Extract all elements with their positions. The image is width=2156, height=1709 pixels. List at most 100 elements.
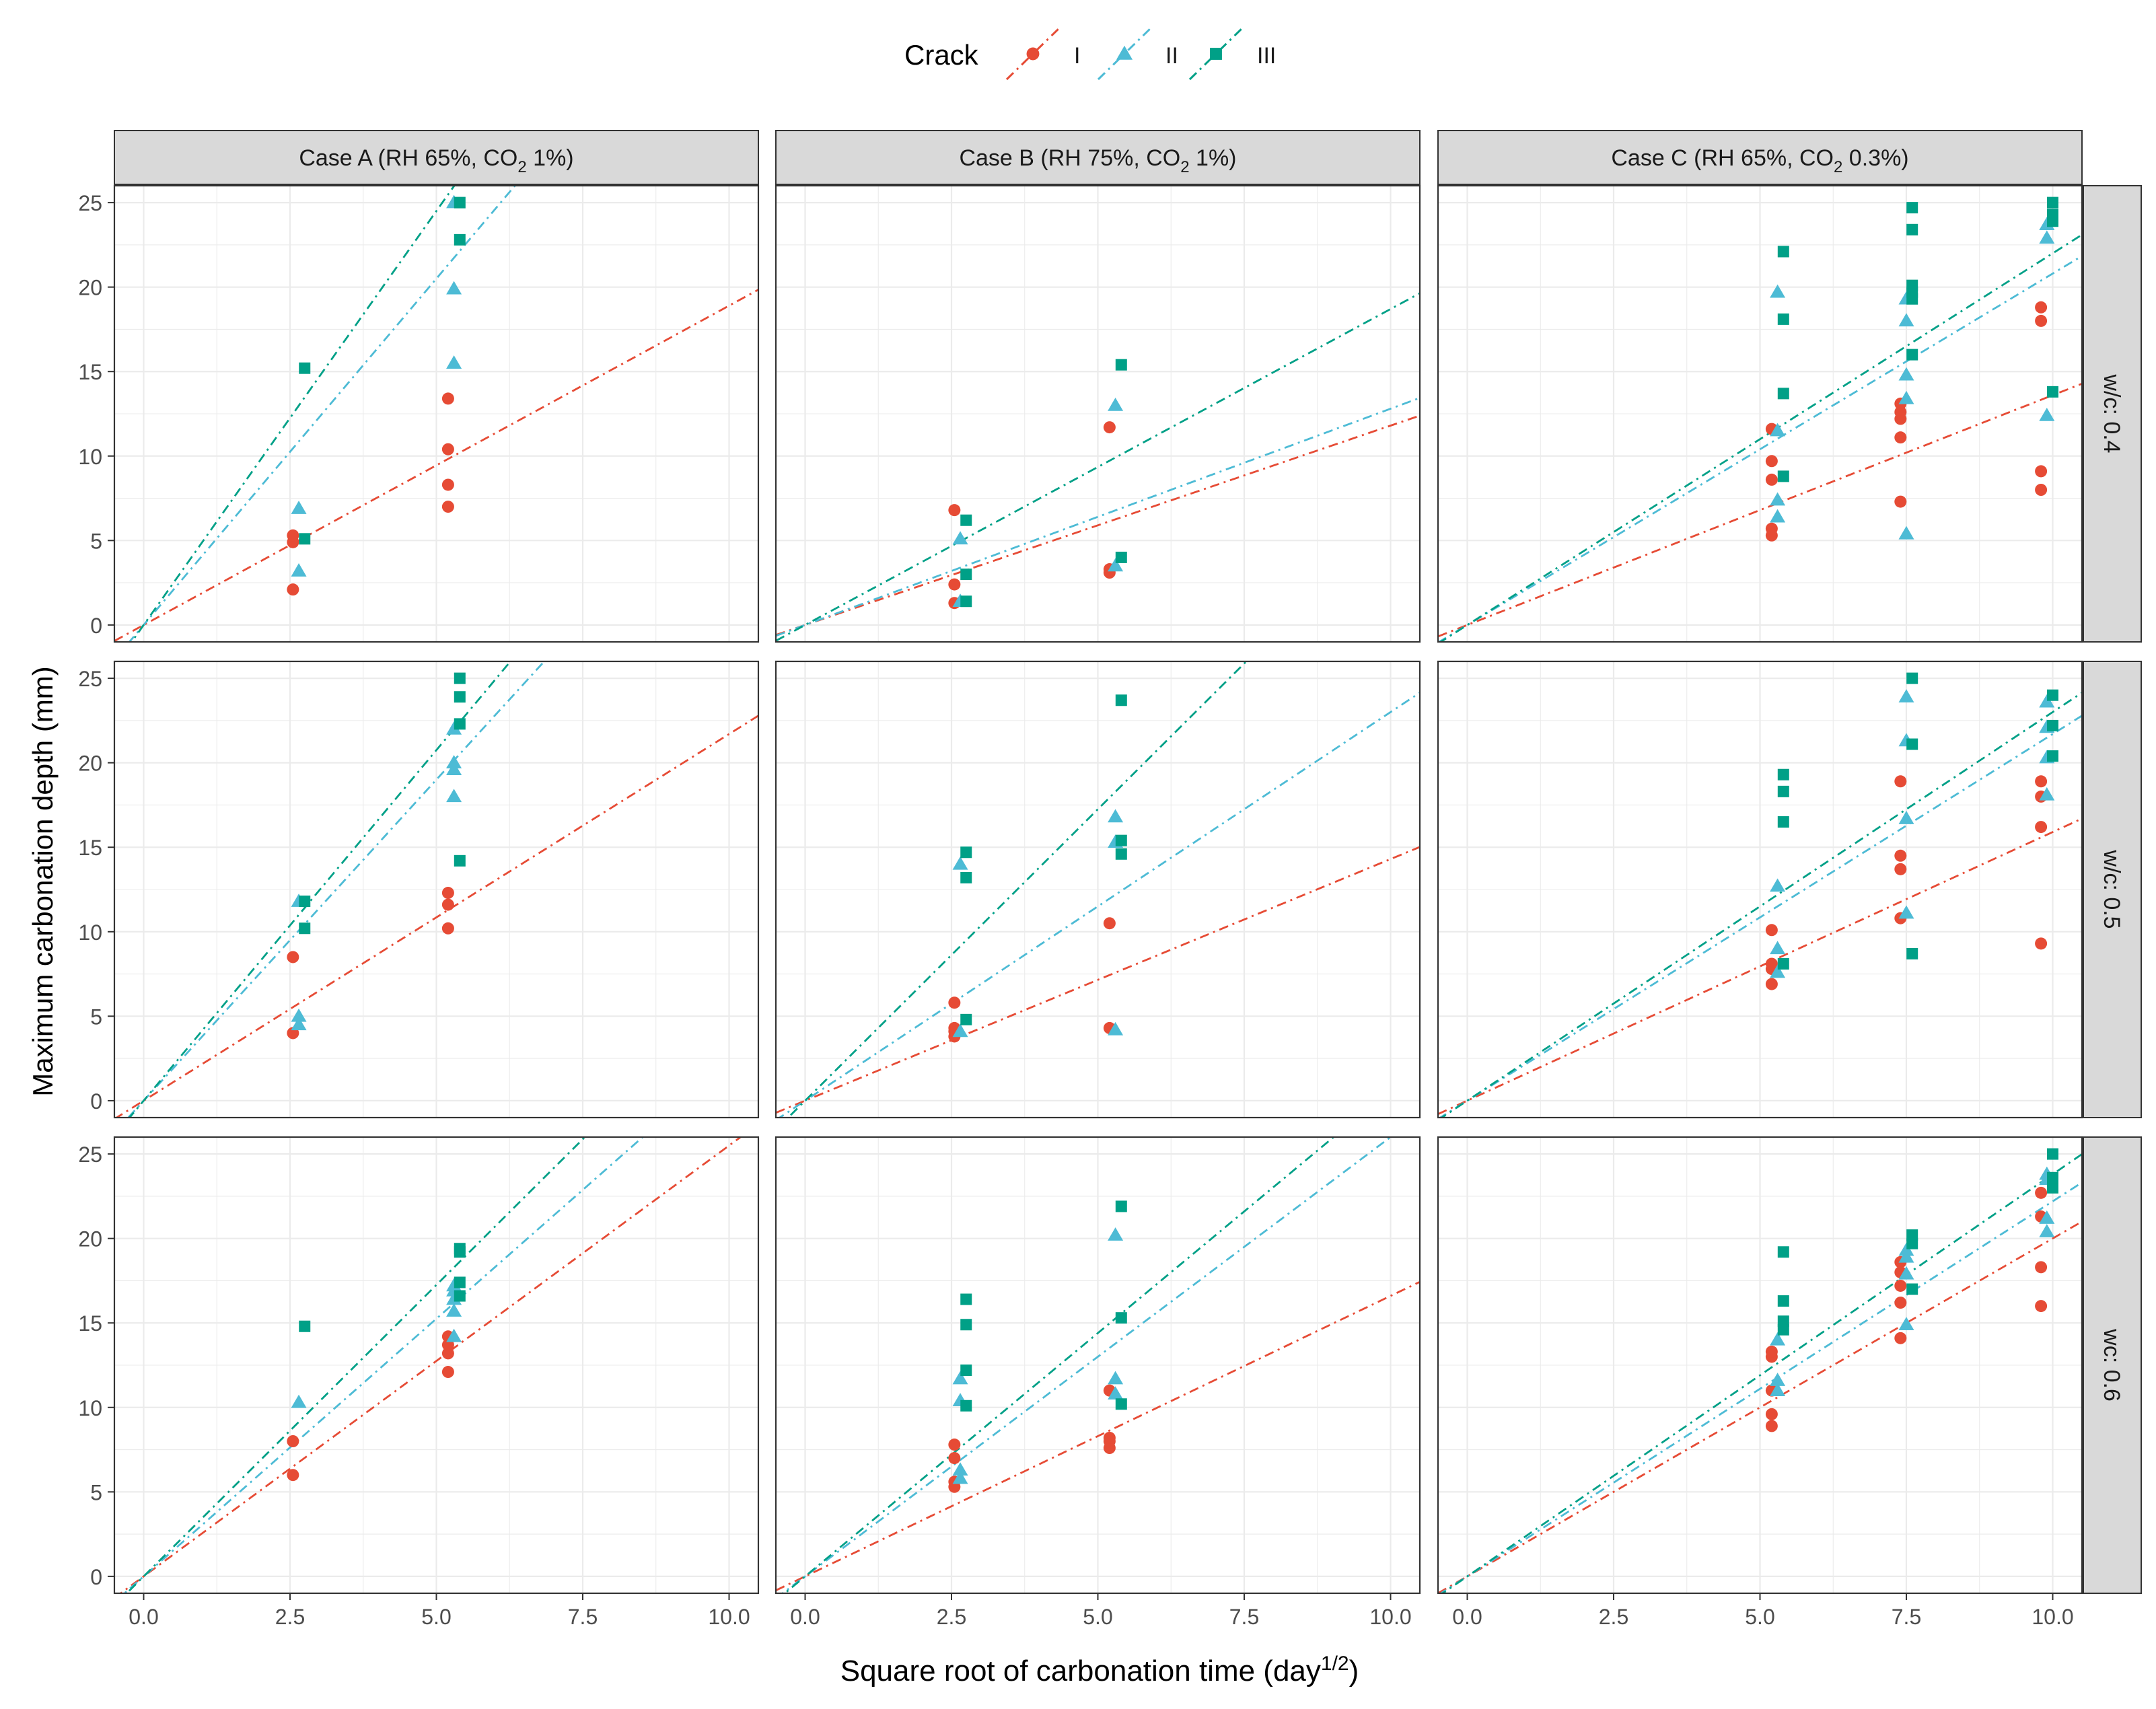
gridlines-r2-c0 <box>114 1137 758 1593</box>
point-III-7 <box>2047 750 2058 762</box>
point-II-2 <box>1770 423 1786 437</box>
point-I-1 <box>948 578 961 591</box>
point-III-4 <box>454 1243 466 1255</box>
legend-marker-I <box>1026 47 1040 61</box>
column-strip-1: Case B (RH 75%, CO2 1%) <box>775 130 1421 185</box>
point-III-3 <box>454 718 466 730</box>
panel-border-r1-c1 <box>775 660 1421 1119</box>
point-III-5 <box>1906 738 1918 750</box>
gridlines-r2-c1 <box>776 1137 1420 1593</box>
fit-line-I <box>1438 1221 2082 1593</box>
row-strip-bg-1 <box>2083 661 2142 1118</box>
fit-line-II <box>781 1137 1392 1593</box>
fit-line-III <box>783 1137 1336 1593</box>
legend-label-III: III <box>1257 43 1276 69</box>
fit-line-III <box>131 186 456 642</box>
point-II-1 <box>446 1328 462 1342</box>
point-I-9 <box>2035 821 2048 834</box>
fit-line-II <box>1438 715 2082 1118</box>
point-II-6 <box>1898 367 1914 381</box>
panel-border-r0-c0 <box>113 184 760 643</box>
point-II-7 <box>2039 787 2055 801</box>
column-strip-bg-2 <box>1437 130 2083 185</box>
points-r2-c0 <box>287 1243 466 1482</box>
point-III-0 <box>299 922 311 935</box>
point-II-1 <box>291 501 307 514</box>
y-tick-label: 25 <box>78 191 102 215</box>
fit-line-I <box>114 289 758 642</box>
legend-title: Crack <box>904 39 979 71</box>
point-I-1 <box>1765 522 1778 535</box>
point-III-4 <box>1906 1283 1918 1295</box>
point-II-1 <box>952 856 968 870</box>
x-tick-label: 5.0 <box>421 1605 451 1629</box>
point-I-2 <box>1765 473 1778 486</box>
y-tick-label: 25 <box>78 1142 102 1167</box>
point-II-1 <box>1770 941 1786 955</box>
point-II-1 <box>1770 1373 1786 1386</box>
x-tick-label: 10.0 <box>1369 1605 1411 1629</box>
point-III-3 <box>1115 848 1127 860</box>
points-r0-c0 <box>287 194 466 596</box>
fit-line-I <box>776 1280 1420 1591</box>
point-II-6 <box>1108 1227 1124 1241</box>
point-II-0 <box>1770 509 1786 523</box>
column-strip-bg-0 <box>114 130 759 185</box>
x-tick-label: 0.0 <box>1452 1605 1482 1629</box>
point-III-4 <box>454 691 466 703</box>
point-III-2 <box>960 846 972 859</box>
point-I-1 <box>1765 1408 1778 1420</box>
fit-line-II <box>776 397 1420 637</box>
point-II-4 <box>446 762 462 775</box>
panel-border-r1-c2 <box>1437 660 2083 1119</box>
y-tick-label: 0 <box>90 614 102 638</box>
panel-r0-c2 <box>1437 184 2083 643</box>
points-r1-c0 <box>287 672 466 1040</box>
legend-entries: I II III <box>1005 27 1276 81</box>
point-I-11 <box>2035 775 2048 788</box>
point-III-2 <box>960 514 972 526</box>
point-II-3 <box>446 281 462 295</box>
point-I-0 <box>1765 1420 1778 1432</box>
point-III-2 <box>960 1319 972 1331</box>
point-III-0 <box>960 595 972 608</box>
column-strip-0: Case A (RH 65%, CO2 1%) <box>114 130 759 185</box>
points-r0-c1 <box>948 359 1127 610</box>
gridlines-r2-c2 <box>1438 1137 2082 1593</box>
point-I-3 <box>441 1347 454 1360</box>
point-III-3 <box>1777 246 1789 258</box>
fit-lines-r1-c0 <box>114 661 758 1118</box>
point-III-3 <box>1115 551 1127 563</box>
point-I-4 <box>441 887 454 900</box>
fit-line-III <box>776 292 1420 642</box>
point-II-0 <box>1770 964 1786 978</box>
point-III-0 <box>299 533 311 545</box>
panel-r1-c2 <box>1437 660 2083 1119</box>
point-I-2 <box>441 1366 454 1379</box>
point-II-0 <box>952 1023 968 1038</box>
row-strip-1: w/c: 0.5 <box>2083 661 2142 1118</box>
point-I-10 <box>2035 1300 2048 1313</box>
fit-line-III <box>128 661 512 1118</box>
point-I-3 <box>948 996 961 1009</box>
x-tick-label: 7.5 <box>1229 1605 1259 1629</box>
point-III-5 <box>454 672 466 684</box>
point-III-1 <box>1777 816 1789 828</box>
point-II-4 <box>1898 1266 1914 1280</box>
row-strip-bg-0 <box>2083 185 2142 643</box>
point-III-1 <box>1777 1315 1789 1328</box>
point-III-1 <box>960 1365 972 1377</box>
point-III-9 <box>1906 202 1918 214</box>
point-II-5 <box>1898 390 1914 404</box>
legend-entry-II: II <box>1097 27 1178 81</box>
column-strip-label-0: Case A (RH 65%, CO2 1%) <box>299 145 573 176</box>
point-III-3 <box>1777 1246 1789 1258</box>
point-III-2 <box>1777 313 1789 325</box>
point-I-2 <box>948 1452 961 1465</box>
y-tick-label: 20 <box>78 752 102 776</box>
point-I-1 <box>287 1435 299 1447</box>
panel-r2-c1: 0.0 2.5 5.0 7.5 10.0 <box>775 1136 1421 1629</box>
point-I-3 <box>441 501 454 513</box>
y-tick-label: 20 <box>78 1227 102 1251</box>
